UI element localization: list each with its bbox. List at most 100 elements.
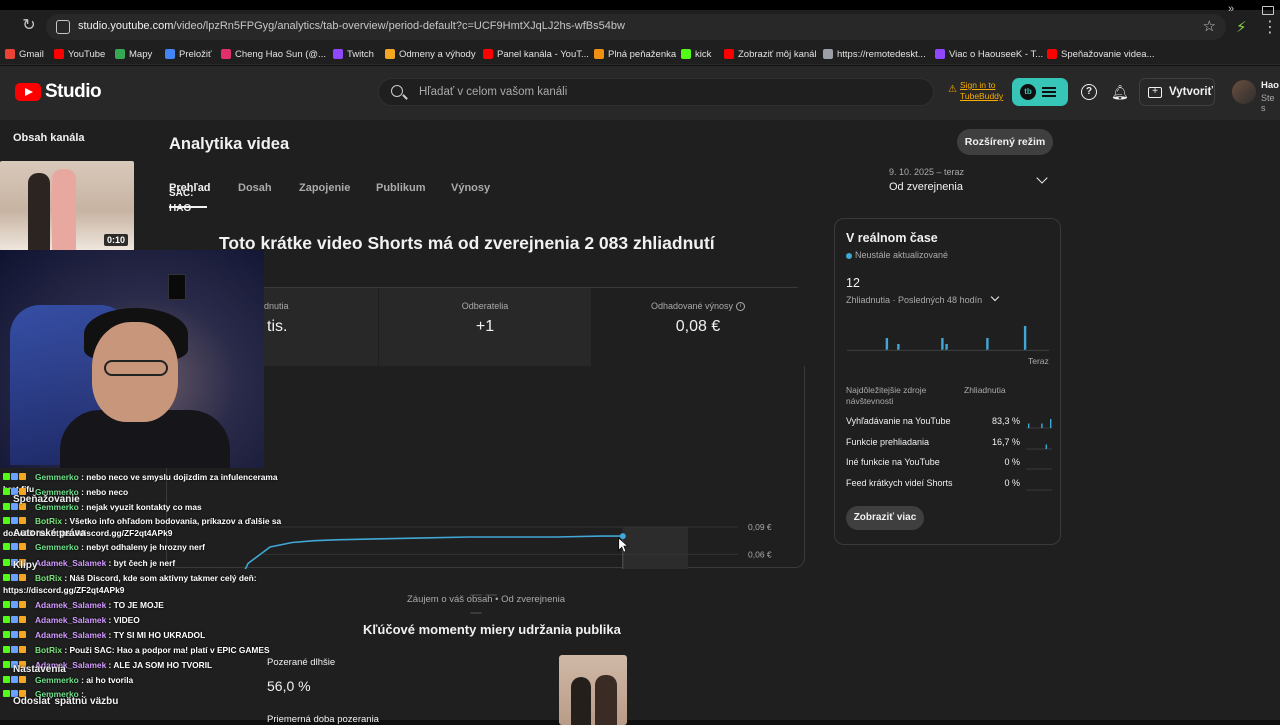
thumb-person-2 [595,675,617,725]
chat-message-continuation: hrat fifu [3,484,35,494]
bookmark-item[interactable]: Viac o HaouseeK - T... [935,47,1043,61]
chat-message: Adamek_Salamek : TO JE MOJE [3,600,164,610]
bell-icon[interactable]: 🔔︎ [1111,84,1129,100]
sidebar-item[interactable]: Nastavenia [13,664,66,675]
chat-text: : VIDEO [106,615,140,625]
youtube-studio-logo[interactable]: Studio [15,81,102,103]
tubebuddy-signin-link[interactable]: Sign in to TubeBuddy [960,80,1003,102]
chat-badges-icon [3,615,35,625]
chat-text: : [78,689,84,699]
realtime-bar[interactable] [941,338,944,350]
chat-username: Adamek_Salamek [35,615,107,625]
search-input[interactable]: Hľadať v celom vašom kanáli [378,78,934,106]
metric-revenue-value: 0,08 € [675,318,721,335]
bookmark-item[interactable]: Twitch [333,47,374,61]
bookmark-favicon-icon [54,49,64,59]
video-duration: 0:10 [103,234,128,246]
realtime-bar[interactable] [885,338,889,350]
bookmark-label: Odmeny a výhody [399,48,476,60]
watched-longer-label: Pozerané dlhšie [267,657,336,668]
sidebar-item[interactable]: Autorské práva [13,528,86,539]
info-icon[interactable]: i [736,302,746,312]
chat-username: Adamek_Salamek [35,558,107,568]
chart-data-point[interactable] [619,533,626,540]
metric-views-label: adnutia [259,301,289,311]
avatar[interactable] [1232,80,1256,104]
help-icon[interactable]: ? [1081,84,1097,100]
chat-badges-icon [3,645,35,655]
bookmark-label: Cheng Hao Sun (@... [235,48,326,60]
chat-badges-icon [3,542,35,552]
tab-overview[interactable]: Prehľad [169,182,211,194]
hamburger-icon [1042,87,1056,97]
bookmark-item[interactable]: Panel kanála - YouT... [483,47,589,61]
tab-engagement[interactable]: Zapojenie [299,182,351,194]
metric-revenue-tab[interactable]: Odhadované výnosy i 0,08 € [591,288,805,366]
bookmark-item[interactable]: Speňažovanie videa... [1047,47,1154,61]
site-info-icon[interactable] [56,20,70,34]
realtime-bar[interactable] [945,344,948,350]
show-more-button[interactable]: Zobraziť viac [846,506,924,530]
tubebuddy-menu-button[interactable]: tb [1012,78,1068,106]
sidebar-title[interactable]: Obsah kanála [13,132,85,144]
realtime-bar[interactable] [1048,349,1051,351]
tab-reach[interactable]: Dosah [238,182,272,194]
overview-card: adnutia l tis. Odberatelia +1 Odhadované… [166,287,805,569]
bookmark-item[interactable]: Preložiť [165,47,212,61]
traffic-source-row: Vyhľadávanie na YouTube 83,3 % [846,416,1052,430]
chat-message-continuation: https://discord.gg/ZF2qt4APk9 [3,585,125,595]
bookmark-item[interactable]: kick [681,47,711,61]
bookmark-item[interactable]: Odmeny a výhody [385,47,476,61]
bookmark-item[interactable]: Zobraziť môj kanál [724,47,817,61]
thumb-person-1 [571,677,591,725]
realtime-bar[interactable] [986,338,989,350]
bookmark-item[interactable]: Mapy [115,47,152,61]
realtime-bar[interactable] [897,344,900,350]
video-headline: Toto krátke video Shorts má od zverejnen… [219,233,715,253]
bookmark-item[interactable]: YouTube [54,47,105,61]
bookmark-label: Panel kanála - YouT... [497,48,589,60]
bookmark-favicon-icon [5,49,15,59]
bookmark-label: https://remotedeskt... [837,48,926,60]
sidebar-item[interactable]: Klipy [13,560,38,571]
bookmarks-overflow-icon[interactable]: » [1228,3,1235,15]
chat-username: BotRix [35,516,62,526]
realtime-bar[interactable] [1023,326,1027,350]
create-button[interactable]: + Vytvoriť [1139,78,1215,106]
chat-text: : Použi SAC: Hao a podpor ma! platí v EP… [62,645,270,655]
tab-audience[interactable]: Publikum [376,182,426,194]
chat-message: BotRix : Všetko info ohľadom bodovania, … [3,516,281,526]
extension-icon[interactable]: ⚡ [1236,19,1247,36]
bookmark-label: Plná peňaženka [608,48,677,60]
address-bar[interactable]: studio.youtube.com/video/lpzRn5FPGyg/ana… [46,14,1226,40]
advanced-mode-button[interactable]: Rozšírený režim [957,129,1053,155]
bookmark-item[interactable]: Plná peňaženka [594,47,676,61]
realtime-now-label: Teraz [1028,356,1049,366]
wall-decoration [168,274,186,300]
bookmark-label: Mapy [129,48,153,60]
bookmark-favicon-icon [724,49,734,59]
warning-icon: ⚠ [948,84,957,95]
video-thumbnail[interactable]: 0:10 [0,161,134,251]
chat-badges-icon [3,516,35,526]
bookmark-item[interactable]: https://remotedeskt... [823,47,926,61]
chat-badges-icon [3,600,35,610]
bookmark-item[interactable]: Cheng Hao Sun (@... [221,47,326,61]
bookmark-favicon-icon [115,49,125,59]
sidebar-item[interactable]: Odoslať spätnú väzbu [13,696,119,707]
browser-menu-icon[interactable]: ⋮ [1262,19,1278,36]
bookmark-label: Twitch [347,48,374,60]
reload-icon[interactable]: ↻ [22,17,36,34]
live-dot-icon [846,252,852,259]
folder-icon[interactable] [1262,6,1274,15]
traffic-sparkline [1026,489,1052,490]
sidebar-item[interactable]: Speňažovanie [13,494,80,505]
realtime-period-selector[interactable]: Zhliadnutia · Posledných 48 hodín [846,295,983,305]
bookmark-favicon-icon [385,49,395,59]
bookmark-item[interactable]: Gmail [5,47,44,61]
tab-revenue[interactable]: Výnosy [451,182,491,194]
metric-subscribers-tab[interactable]: Odberatelia +1 [378,288,591,366]
bookmark-star-icon[interactable]: ☆ [1202,18,1216,35]
chat-badges-icon [3,502,35,512]
chat-text: : nebyt odhaleny je hrozny nerf [78,542,205,552]
